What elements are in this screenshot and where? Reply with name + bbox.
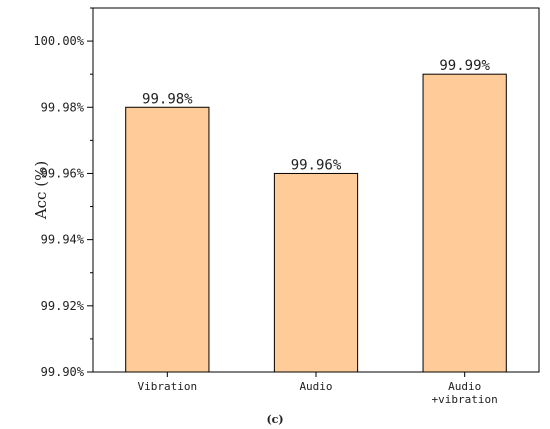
bar [125, 106, 210, 373]
y-axis-title: Acc (%) [32, 161, 50, 220]
bar-data-label: 99.98% [142, 91, 193, 107]
y-tick-label: 99.94% [41, 233, 85, 247]
y-tick-label: 99.90% [41, 365, 85, 379]
y-tick-label: 100.00% [33, 34, 84, 48]
x-axis: Vibration Audio Audio+vibration [138, 372, 498, 406]
y-tick-label: 99.96% [41, 166, 85, 180]
bars: 99.98% 99.96% 99.99% [125, 58, 507, 373]
x-category-label: Audio [448, 380, 481, 393]
y-tick-label: 99.98% [41, 100, 85, 114]
bar [422, 73, 507, 373]
figure-caption: (c) [266, 413, 283, 426]
x-category-label: +vibration [432, 393, 498, 406]
bar-data-label: 99.96% [291, 157, 342, 173]
x-category-label: Vibration [138, 380, 198, 393]
y-axis: 99.90% 99.92% 99.94% 99.96% 99.98% 100.00% [33, 7, 93, 379]
x-category-label: Audio [299, 380, 332, 393]
bar [273, 172, 359, 373]
y-tick-label: 99.92% [41, 299, 85, 313]
bar-data-label: 99.99% [439, 58, 490, 74]
